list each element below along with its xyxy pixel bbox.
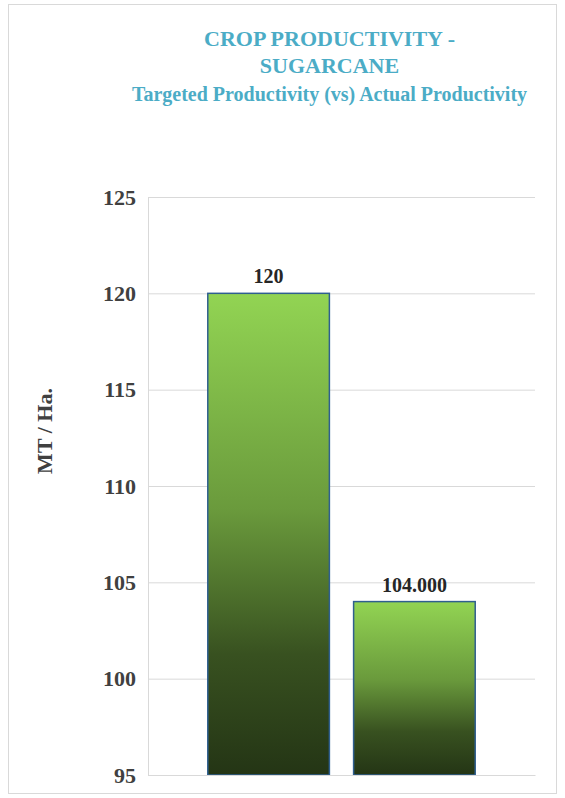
bar: [354, 602, 476, 775]
y-tick-label: 100: [103, 666, 136, 691]
y-axis-title: MT / Ha.: [32, 388, 57, 474]
bar: [208, 293, 330, 775]
title: CROP PRODUCTIVITY -SUGARCANE: [204, 26, 455, 78]
grid: [148, 198, 535, 776]
grid-line: [148, 486, 535, 487]
grid-line: [148, 582, 535, 583]
y-tick-label: 120: [103, 281, 136, 306]
y-tick-label: 95: [114, 763, 136, 788]
y-tick-label: 105: [103, 570, 136, 595]
data-label: 120: [254, 265, 284, 287]
y-tick: 115: [104, 377, 148, 402]
bars: [208, 293, 475, 775]
x-axis: [149, 775, 536, 777]
y-tick: 100: [103, 666, 148, 691]
y-tick: 125: [103, 185, 148, 210]
y-tick: 105: [103, 570, 148, 595]
chart: CROP PRODUCTIVITY -SUGARCANE Targeted Pro…: [0, 0, 565, 798]
grid-line: [148, 775, 535, 776]
y-tick-label: 110: [104, 474, 136, 499]
grid-line: [148, 293, 535, 294]
data-label: 104.000: [382, 574, 447, 596]
y-axis-line: [148, 198, 149, 776]
grid-line: [148, 679, 535, 680]
y-axis: 95 100 105 110 115 120 125: [103, 185, 149, 788]
y-tick: 120: [103, 281, 148, 306]
y-tick-label: 125: [103, 185, 136, 210]
chart-frame: [9, 5, 557, 794]
grid-line: [148, 390, 535, 391]
y-tick: 110: [104, 474, 148, 499]
y-tick: 95: [114, 763, 148, 788]
x-axis-line: [149, 775, 536, 776]
subtitle: Targeted Productivity (vs) Actual Produc…: [132, 83, 527, 106]
y-tick-label: 115: [104, 377, 136, 402]
grid-line: [148, 197, 535, 198]
